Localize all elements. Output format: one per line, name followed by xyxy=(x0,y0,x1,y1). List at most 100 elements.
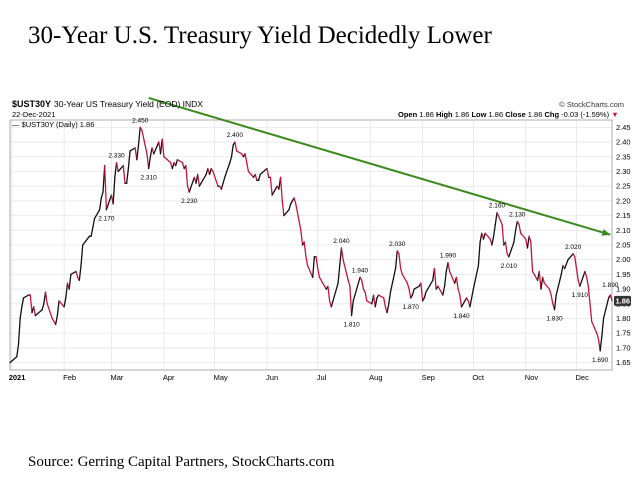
series-segment xyxy=(455,276,459,290)
watermark: © StockCharts.com xyxy=(559,100,624,109)
series-segment xyxy=(574,256,578,270)
chg-down-arrow-icon: ▼ xyxy=(611,110,618,119)
series-segment xyxy=(472,264,480,290)
series-segment xyxy=(526,235,530,249)
data-label: 1.830 xyxy=(546,316,563,323)
x-tick-label: Dec xyxy=(575,373,589,382)
x-tick-label: 2021 xyxy=(9,373,26,382)
open-label: Open xyxy=(398,110,418,119)
series-segment xyxy=(22,294,30,299)
series-segment xyxy=(305,256,309,267)
series-segment xyxy=(149,147,153,158)
series-segment xyxy=(540,276,544,290)
series-segment xyxy=(117,164,124,173)
series-segment xyxy=(288,203,292,211)
data-label: 2.160 xyxy=(489,203,506,210)
chg-value: -0.03 (-1.59%) xyxy=(561,110,609,119)
last-value-label: 1.86 xyxy=(616,297,631,306)
data-label: 2.400 xyxy=(227,132,244,139)
data-label: 2.040 xyxy=(333,238,350,245)
chart-date: 22-Dec-2021 xyxy=(12,110,55,119)
series-segment xyxy=(29,294,33,314)
series-segment xyxy=(65,282,69,299)
series-segment xyxy=(575,267,579,281)
series-segment xyxy=(295,203,302,231)
series-segment xyxy=(447,261,451,273)
series-segment xyxy=(224,161,231,179)
series-segment xyxy=(78,264,82,281)
series-segment xyxy=(317,267,321,279)
series-segment xyxy=(335,282,339,290)
x-tick-label: Oct xyxy=(472,373,485,382)
series-segment xyxy=(230,144,234,158)
y-tick-label: 2.40 xyxy=(616,138,631,147)
series-segment xyxy=(63,297,67,308)
series-segment xyxy=(479,232,483,243)
series-segment xyxy=(553,294,557,311)
series-segment xyxy=(318,276,327,290)
data-label: 1.910 xyxy=(572,292,589,299)
data-label: 1.870 xyxy=(403,304,420,311)
series-segment xyxy=(327,285,331,302)
series-segment xyxy=(93,209,101,220)
series-segment xyxy=(494,211,498,226)
series-segment xyxy=(58,300,65,308)
series-segment xyxy=(364,291,368,302)
series-segment xyxy=(82,235,91,246)
series-segment xyxy=(306,264,314,279)
series-segment xyxy=(389,267,397,293)
series-segment xyxy=(129,147,136,152)
y-tick-label: 2.10 xyxy=(616,226,631,235)
series-segment xyxy=(137,126,141,146)
y-tick-label: 1.65 xyxy=(616,358,631,367)
series-segment xyxy=(222,176,226,184)
series-segment xyxy=(200,173,207,184)
series-segment xyxy=(100,191,104,199)
data-label: 2.450 xyxy=(132,117,149,124)
series-segment xyxy=(34,309,43,317)
annotation-layer: 2.170 2.330 2.450 2.310 2.230 2.400 2.040 1.810… xyxy=(98,117,631,364)
high-label: High xyxy=(436,110,453,119)
series-segment xyxy=(163,156,172,164)
y-tick-label: 1.80 xyxy=(616,314,631,323)
series-segment xyxy=(528,235,532,243)
series-segment xyxy=(602,297,610,320)
series-segment xyxy=(266,167,270,179)
y-tick-label: 2.15 xyxy=(616,211,631,220)
series-segment xyxy=(17,317,21,346)
series-segment xyxy=(513,229,517,243)
series-segment xyxy=(90,226,94,237)
series-segment xyxy=(374,297,378,308)
series-segment xyxy=(408,288,412,299)
series-segment xyxy=(98,197,102,211)
series-segment xyxy=(413,285,420,290)
series-segment xyxy=(482,232,486,240)
series-segment xyxy=(171,161,175,170)
data-label: 2.330 xyxy=(108,153,125,160)
x-tick-label: May xyxy=(214,373,228,382)
series-segment xyxy=(457,288,461,296)
series-segment xyxy=(504,241,508,255)
series-segment xyxy=(229,156,233,164)
x-tick-label: Feb xyxy=(63,373,76,382)
plot-frame xyxy=(9,119,613,371)
series-segment xyxy=(339,247,343,267)
data-label: 2.170 xyxy=(98,216,115,223)
series-segment xyxy=(254,173,258,181)
series-segment xyxy=(197,173,201,187)
x-tick-label: Jul xyxy=(317,373,327,382)
series-segment xyxy=(469,297,473,308)
series-segment xyxy=(377,294,385,299)
data-label: 1.890 xyxy=(602,282,619,289)
series-segment xyxy=(340,247,344,261)
trendline-arrowhead-icon xyxy=(601,229,611,236)
series-segment xyxy=(599,335,603,352)
series-segment xyxy=(234,141,238,152)
series-segment xyxy=(75,270,79,279)
legend-entry: — $UST30Y (Daily) 1.86 xyxy=(12,120,94,129)
series-segment xyxy=(352,294,356,302)
series-segment xyxy=(105,194,113,211)
series-segment xyxy=(579,270,586,287)
series-segment xyxy=(41,303,45,311)
series-segment xyxy=(176,159,184,164)
